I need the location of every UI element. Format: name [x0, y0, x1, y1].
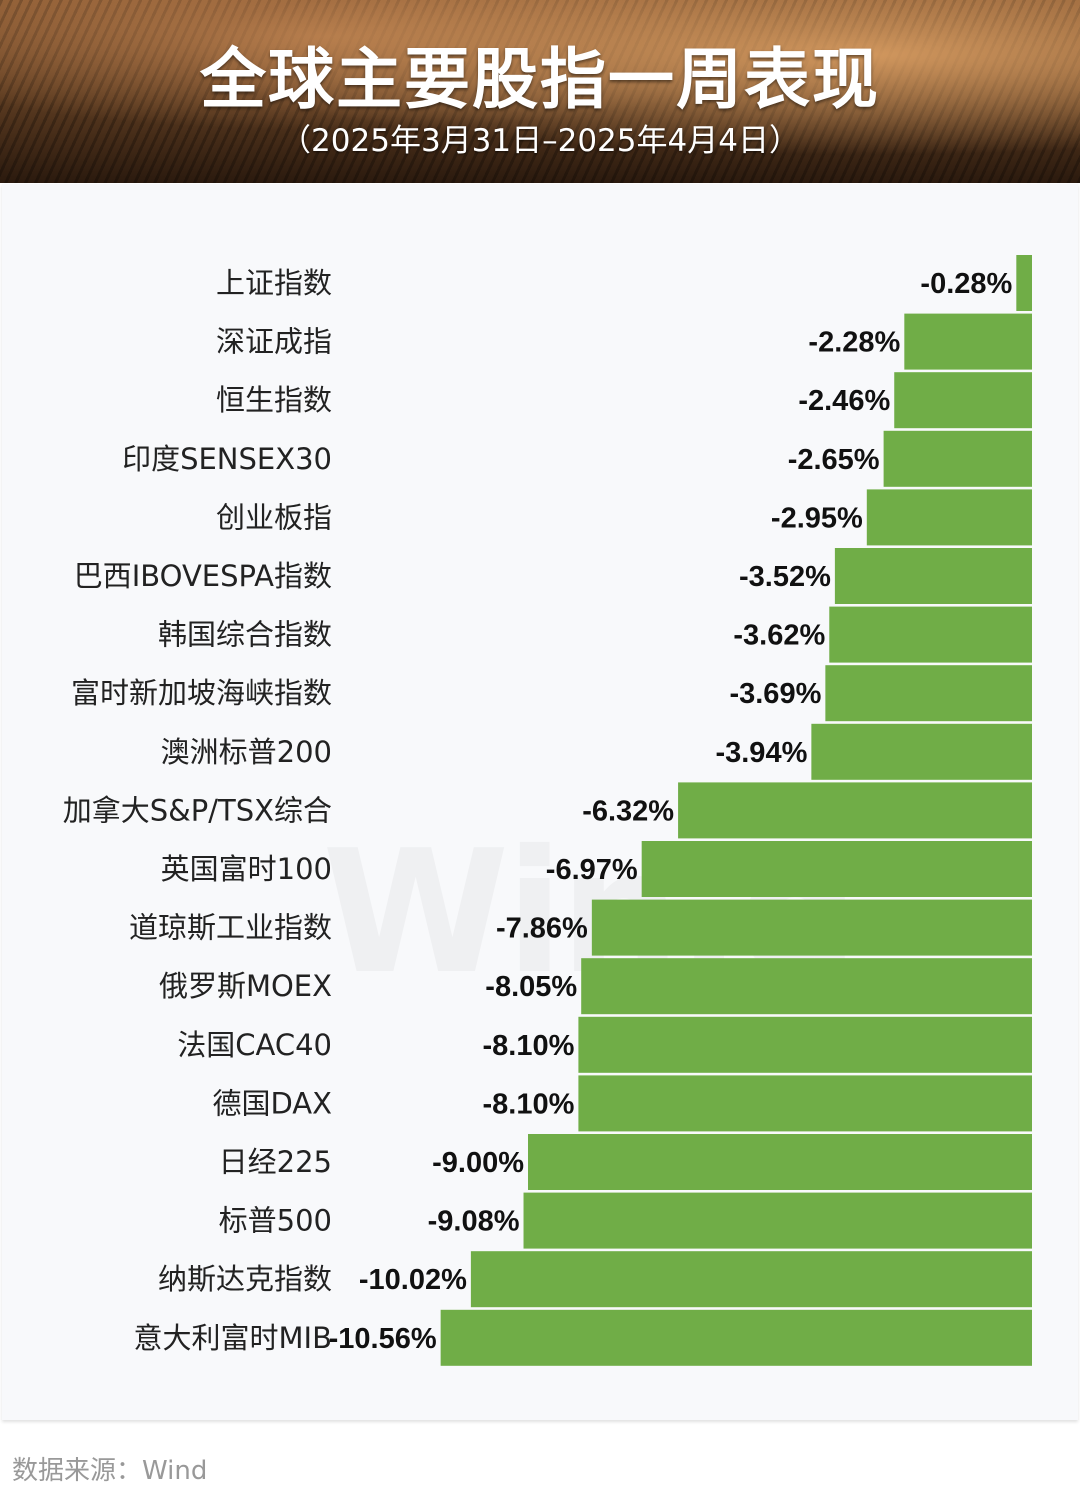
bar: [894, 372, 1032, 429]
category-label: 巴西IBOVESPA指数: [74, 559, 332, 593]
bar: [578, 1075, 1032, 1132]
data-label: -2.28%: [808, 327, 900, 359]
data-source: 数据来源：Wind: [12, 1456, 208, 1486]
category-label: 标普500: [219, 1204, 332, 1238]
bar: [578, 1016, 1032, 1073]
data-label: -9.00%: [432, 1147, 524, 1179]
bar: [883, 430, 1032, 487]
bar: [678, 782, 1032, 839]
bar: [591, 899, 1032, 956]
category-label: 深证成指: [216, 325, 332, 359]
bar: [581, 958, 1032, 1015]
bar: [528, 1134, 1032, 1190]
category-label: 意大利富时MIB: [134, 1321, 332, 1355]
category-label: 加拿大S&P/TSX综合: [63, 793, 332, 827]
category-label: 创业板指: [216, 500, 332, 534]
data-label: -8.10%: [483, 1030, 575, 1062]
data-label: -3.69%: [729, 678, 821, 710]
category-label: 恒生指数: [216, 383, 332, 417]
bar: [1016, 255, 1032, 311]
category-label: 英国富时100: [161, 852, 332, 886]
bar: [523, 1192, 1032, 1249]
category-label: 道琼斯工业指数: [129, 911, 332, 945]
data-label: -2.65%: [788, 444, 880, 476]
bar: [904, 313, 1032, 370]
chart-title: 全球主要股指一周表现: [200, 41, 880, 118]
bar: [811, 723, 1032, 780]
data-label: -9.08%: [428, 1206, 520, 1238]
data-label: -6.97%: [546, 854, 638, 886]
data-label: -3.62%: [733, 620, 825, 652]
data-label: -10.02%: [359, 1264, 467, 1296]
bar: [866, 489, 1032, 546]
category-label: 富时新加坡海峡指数: [71, 676, 332, 710]
bar: [834, 548, 1032, 604]
category-label: 澳洲标普200: [161, 735, 332, 769]
bar: [825, 665, 1032, 722]
bar: [440, 1309, 1032, 1366]
data-label: -7.86%: [496, 913, 588, 945]
category-label: 日经225: [219, 1145, 332, 1179]
bar: [829, 606, 1032, 663]
category-label: 印度SENSEX30: [122, 442, 332, 476]
data-label: -3.52%: [739, 561, 831, 593]
bar: [470, 1251, 1032, 1308]
category-label: 德国DAX: [212, 1086, 332, 1120]
header-banner: 全球主要股指一周表现 （2025年3月31日–2025年4月4日）: [0, 0, 1080, 183]
category-label: 纳斯达克指数: [158, 1262, 332, 1296]
bar: [641, 841, 1032, 897]
data-label: -2.95%: [771, 502, 863, 534]
data-label: -6.32%: [582, 795, 674, 827]
data-label: -8.05%: [485, 971, 577, 1003]
chart-subtitle: （2025年3月31日–2025年4月4日）: [280, 123, 800, 159]
data-label: -3.94%: [715, 737, 807, 769]
data-label: -10.56%: [329, 1323, 437, 1355]
category-label: 韩国综合指数: [158, 618, 332, 652]
data-label: -2.46%: [798, 385, 890, 417]
bar-chart: 上证指数 -0.28% 深证成指 -2.28% 恒生指数 -2.46% 印度SENSEX30…: [63, 255, 1032, 1366]
category-label: 法国CAC40: [177, 1028, 332, 1062]
category-label: 俄罗斯MOEX: [159, 969, 332, 1003]
data-label: -0.28%: [920, 268, 1012, 300]
category-label: 上证指数: [216, 266, 332, 300]
data-label: -8.10%: [483, 1088, 575, 1120]
